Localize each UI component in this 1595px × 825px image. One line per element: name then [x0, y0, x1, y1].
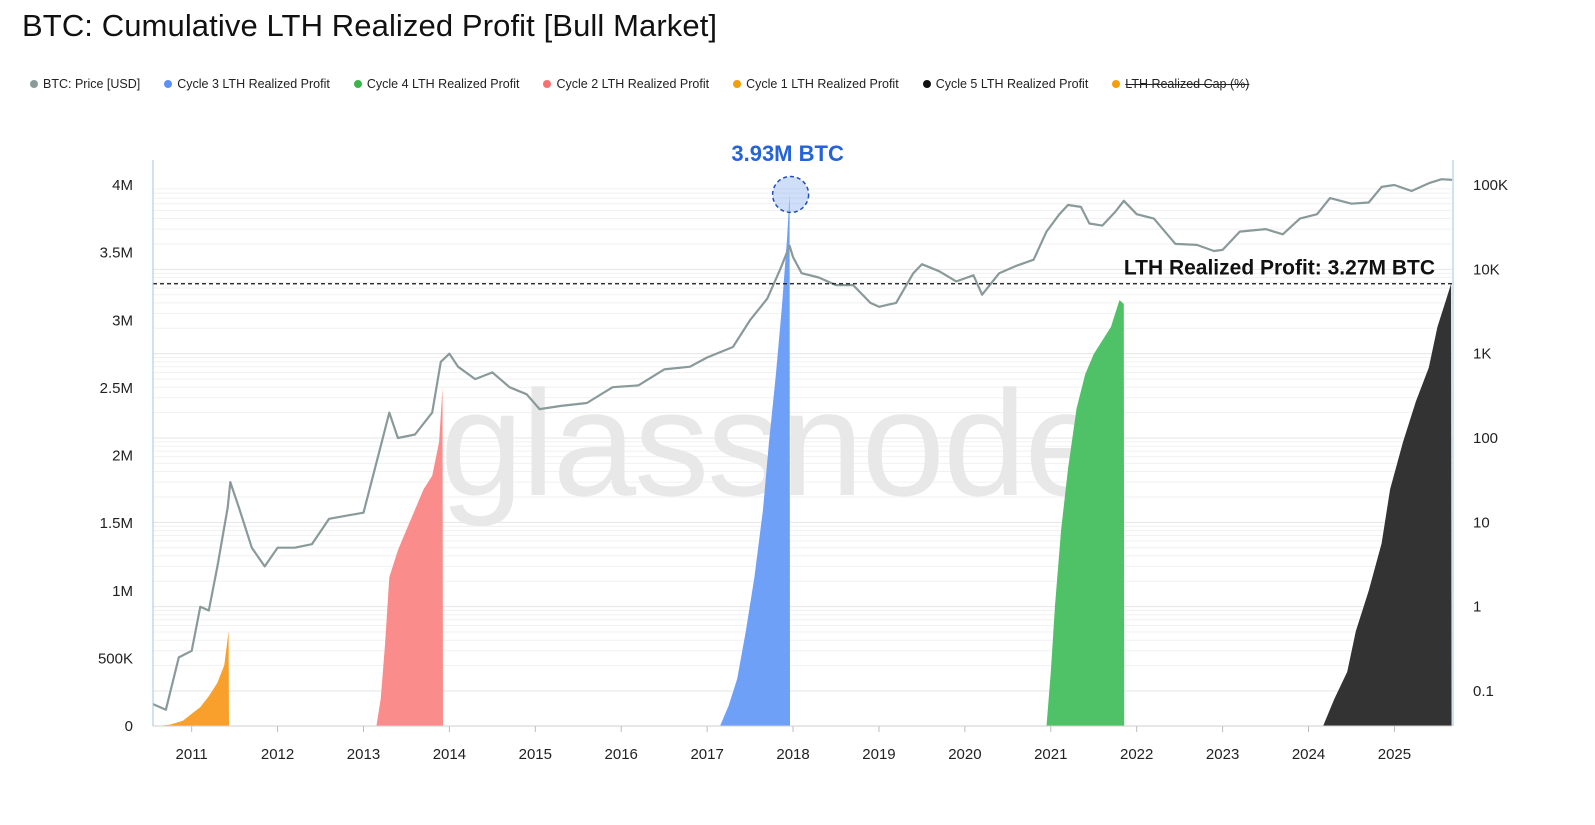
peak-label: 3.93M BTC: [731, 141, 844, 166]
y-left-tick-label: 1M: [112, 583, 133, 600]
x-tick-label: 2012: [261, 746, 294, 763]
legend-label: Cycle 3 LTH Realized Profit: [177, 77, 330, 91]
legend-label: Cycle 1 LTH Realized Profit: [746, 77, 899, 91]
legend-dot-icon: [353, 80, 362, 88]
legend-label: BTC: Price [USD]: [43, 77, 141, 91]
y-left-tick-label: 500K: [98, 650, 133, 667]
price-line: [152, 178, 1453, 711]
y-left-tick-label: 0: [125, 718, 133, 735]
legend-item[interactable]: Cycle 4 LTH Realized Profit: [353, 77, 520, 91]
legend-dot-icon: [922, 80, 931, 88]
legend-item[interactable]: LTH Realized Cap (%): [1112, 77, 1249, 91]
legend-item[interactable]: BTC: Price [USD]: [30, 77, 140, 91]
price-line-group: [152, 178, 1453, 711]
annotations: 3.93M BTC: [731, 141, 844, 214]
legend: BTC: Price [USD] Cycle 3 LTH Realized Pro…: [30, 77, 1273, 91]
area-cycle-4-lth-realized-profit: [1046, 300, 1125, 726]
y-right-tick-label: 100K: [1473, 177, 1508, 194]
legend-dot-icon: [30, 80, 38, 88]
area-cycle-2-lth-realized-profit: [376, 387, 443, 726]
y-right-tick-label: 10K: [1473, 261, 1500, 278]
x-tick-label: 2016: [605, 746, 638, 763]
area-cycle-1-lth-realized-profit: [157, 631, 229, 726]
y-right-tick-label: 10: [1473, 514, 1490, 531]
x-tick-label: 2022: [1120, 746, 1153, 763]
x-tick-label: 2023: [1206, 746, 1239, 763]
legend-item[interactable]: Cycle 2 LTH Realized Profit: [543, 77, 709, 91]
x-tick-label: 2019: [862, 746, 895, 763]
legend-dot-icon: [543, 80, 552, 88]
x-tick-label: 2021: [1034, 746, 1067, 763]
x-tick-label: 2018: [776, 746, 809, 763]
legend-item[interactable]: Cycle 5 LTH Realized Profit: [922, 77, 1089, 91]
legend-dot-icon: [1112, 80, 1121, 88]
y-right-tick-label: 1: [1473, 599, 1481, 616]
legend-item[interactable]: Cycle 1 LTH Realized Profit: [733, 77, 899, 91]
reference-line-group: LTH Realized Profit: 3.27M BTC: [153, 257, 1452, 285]
legend-label: Cycle 4 LTH Realized Profit: [366, 77, 520, 91]
x-tick-label: 2024: [1292, 746, 1325, 763]
x-tick-label: 2017: [690, 746, 723, 763]
y-left-tick-label: 3.5M: [100, 245, 133, 262]
legend-dot-icon: [733, 80, 742, 88]
gridlines: [153, 188, 1452, 732]
y-left-tick-label: 4M: [112, 177, 133, 194]
x-tick-label: 2014: [433, 746, 466, 763]
y-left-tick-label: 2M: [112, 448, 133, 465]
y-right-tick-label: 0.1: [1473, 683, 1494, 700]
x-tick-label: 2011: [176, 746, 208, 763]
legend-label: Cycle 2 LTH Realized Profit: [556, 77, 710, 91]
area-cycle-5-lth-realized-profit: [1323, 283, 1452, 726]
legend-item[interactable]: Cycle 3 LTH Realized Profit: [164, 77, 330, 91]
y-left-tick-label: 3M: [112, 312, 133, 329]
peak-marker: [771, 175, 810, 214]
y-left-tick-label: 1.5M: [100, 515, 133, 532]
x-tick-label: 2020: [948, 746, 981, 763]
y-left-tick-label: 2.5M: [100, 380, 133, 397]
x-tick-label: 2015: [519, 746, 552, 763]
y-right-tick-label: 1K: [1473, 346, 1491, 363]
legend-label: LTH Realized Cap (%): [1125, 77, 1250, 91]
chart-title: BTC: Cumulative LTH Realized Profit [Bul…: [22, 8, 718, 43]
area-cycle-3-lth-realized-profit: [720, 194, 790, 726]
legend-dot-icon: [164, 80, 173, 88]
profit-areas: [157, 194, 1452, 726]
x-tick-label: 2025: [1378, 746, 1411, 763]
x-tick-label: 2013: [347, 746, 380, 763]
axes: 0 500K 1M 1.5M 2M 2.5M 3M 3.5M 4M 0.1 1 10 100 1K 10K 1…: [98, 160, 1508, 763]
legend-label: Cycle 5 LTH Realized Profit: [935, 77, 1089, 91]
y-right-tick-label: 100: [1473, 430, 1498, 447]
reference-line-label: LTH Realized Profit: 3.27M BTC: [1124, 257, 1435, 280]
